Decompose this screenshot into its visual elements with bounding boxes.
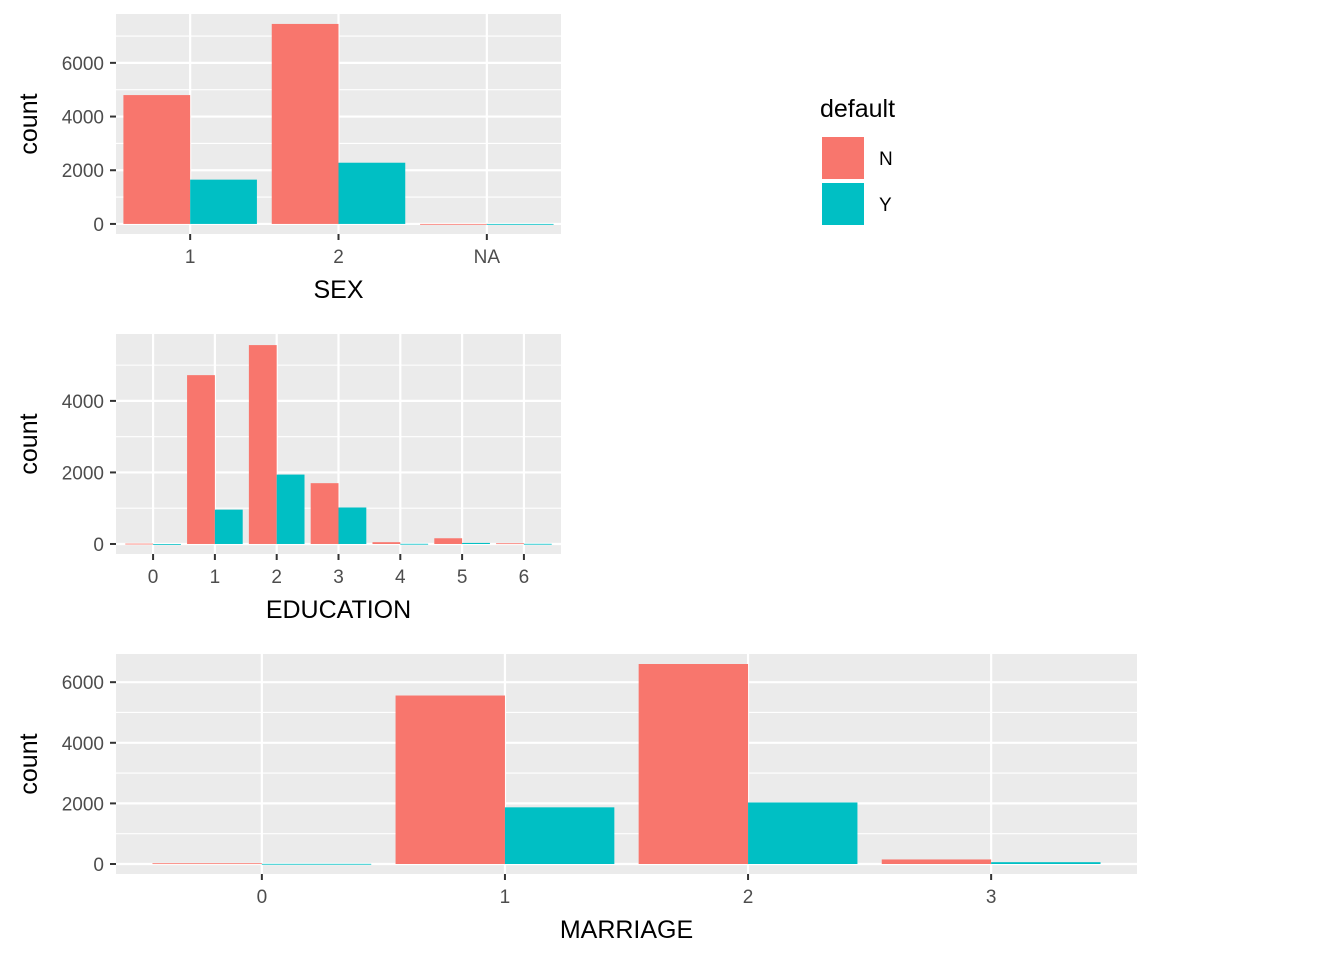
x-axis-title: MARRIAGE bbox=[560, 916, 693, 944]
default-legend: default N Y bbox=[820, 95, 895, 225]
x-tick-label: 5 bbox=[457, 567, 468, 588]
bar-N-1 bbox=[123, 95, 191, 224]
bar-Y-1 bbox=[190, 179, 257, 224]
bar-Y-6 bbox=[523, 543, 552, 545]
legend-label-N: N bbox=[879, 149, 893, 170]
education-bar-chart: 0 2000 4000 0 1 2 3 4 5 6 EDUCATION count bbox=[15, 334, 561, 624]
panel-background bbox=[116, 654, 1137, 874]
bar-N-0 bbox=[125, 543, 154, 545]
x-tick-label: 2 bbox=[743, 887, 754, 908]
y-axis-title: count bbox=[15, 733, 43, 794]
legend-key-Y bbox=[822, 183, 864, 225]
x-tick-label: 2 bbox=[333, 247, 344, 268]
y-tick-label: 6000 bbox=[62, 673, 104, 694]
bar-N-3 bbox=[310, 483, 339, 544]
y-tick-label: 2000 bbox=[62, 463, 104, 484]
bar-N-6 bbox=[496, 543, 524, 545]
x-tick-label: 1 bbox=[185, 247, 196, 268]
legend-title: default bbox=[820, 95, 895, 123]
bar-N-3 bbox=[881, 859, 992, 864]
x-axis-title: EDUCATION bbox=[266, 596, 411, 624]
x-tick-label: 3 bbox=[986, 887, 997, 908]
sex-bar-chart: 0 2000 4000 6000 1 2 NA SEX count bbox=[15, 14, 561, 304]
y-axis-title: count bbox=[15, 413, 43, 474]
y-tick-label: 6000 bbox=[62, 54, 104, 75]
bar-N-5 bbox=[434, 538, 463, 544]
x-tick-label: 1 bbox=[210, 567, 221, 588]
bar-Y-0 bbox=[261, 863, 372, 865]
bar-Y-3 bbox=[338, 507, 367, 544]
bar-N-2 bbox=[638, 664, 749, 864]
bar-N-NA bbox=[420, 223, 487, 225]
y-axis-title: count bbox=[15, 93, 43, 154]
x-tick-label: 0 bbox=[148, 567, 159, 588]
x-tick-label: 1 bbox=[500, 887, 511, 908]
x-axis-title: SEX bbox=[313, 276, 363, 304]
marriage-bar-chart: 0 2000 4000 6000 0 1 2 3 MARRIAGE count bbox=[15, 654, 1137, 944]
bar-Y-5 bbox=[462, 542, 490, 544]
bar-Y-2 bbox=[338, 162, 406, 224]
bar-N-4 bbox=[372, 542, 401, 544]
bar-N-0 bbox=[152, 863, 262, 865]
bar-Y-0 bbox=[153, 543, 181, 545]
y-tick-label: 2000 bbox=[62, 794, 104, 815]
x-tick-label: 4 bbox=[395, 567, 406, 588]
bar-N-2 bbox=[271, 23, 339, 224]
y-tick-label: 0 bbox=[93, 535, 104, 556]
bar-N-1 bbox=[395, 695, 505, 864]
y-tick-label: 4000 bbox=[62, 392, 104, 413]
bar-N-2 bbox=[248, 345, 277, 544]
legend-label-Y: Y bbox=[879, 195, 892, 216]
bar-N-1 bbox=[187, 375, 215, 544]
x-tick-label: 3 bbox=[333, 567, 344, 588]
x-tick-label: 2 bbox=[271, 567, 282, 588]
y-tick-label: 4000 bbox=[62, 108, 104, 129]
y-tick-label: 0 bbox=[93, 215, 104, 236]
x-tick-label: 6 bbox=[519, 567, 530, 588]
x-tick-label: 0 bbox=[257, 887, 268, 908]
x-tick-label: NA bbox=[474, 247, 501, 268]
bar-Y-3 bbox=[991, 862, 1101, 864]
bar-Y-2 bbox=[748, 802, 858, 864]
bar-Y-NA bbox=[486, 223, 554, 225]
legend-key-N bbox=[822, 137, 864, 179]
bar-Y-2 bbox=[276, 474, 305, 544]
bar-Y-1 bbox=[214, 509, 243, 544]
y-tick-label: 2000 bbox=[62, 161, 104, 182]
y-tick-label: 4000 bbox=[62, 734, 104, 755]
y-tick-label: 0 bbox=[93, 855, 104, 876]
bar-Y-1 bbox=[504, 807, 615, 864]
bar-Y-4 bbox=[400, 543, 429, 545]
